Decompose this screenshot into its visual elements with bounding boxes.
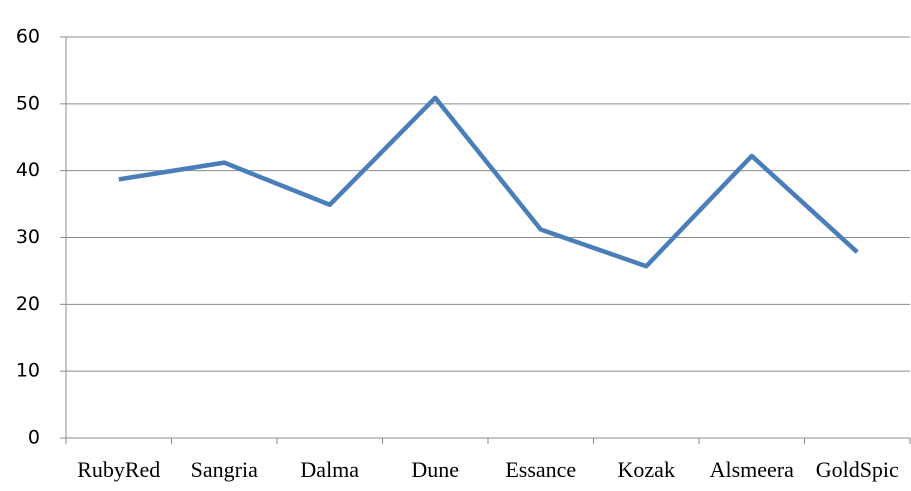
x-tick-label: RubyRed	[77, 457, 160, 482]
x-tick-label: Kozak	[618, 457, 675, 482]
x-tick-label: Dune	[411, 457, 459, 482]
x-tick-label: GoldSpic	[816, 457, 899, 482]
x-tick-label: Alsmeera	[710, 457, 795, 482]
x-tick-label: Sangria	[191, 457, 258, 482]
y-tick-label: 0	[28, 427, 40, 449]
y-tick-label: 60	[16, 26, 40, 48]
x-tick-label: Dalma	[300, 457, 359, 482]
x-tick-label: Essance	[505, 457, 576, 482]
data-line	[118, 95, 859, 269]
y-tick-label: 40	[16, 159, 40, 181]
y-tick-label: 20	[16, 293, 40, 315]
y-tick-label: 10	[16, 360, 40, 382]
y-tick-label: 50	[16, 92, 40, 114]
y-tick-label: 30	[16, 226, 40, 248]
